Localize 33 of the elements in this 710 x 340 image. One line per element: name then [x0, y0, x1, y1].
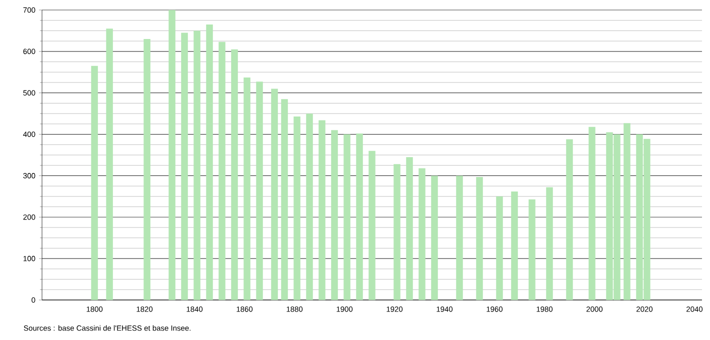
bar: [368, 150, 376, 300]
bar: [218, 42, 226, 300]
bar: [528, 199, 536, 300]
bar: [588, 126, 596, 300]
bar: [281, 99, 288, 300]
bar: [496, 196, 503, 300]
bar: [194, 30, 200, 300]
bar: [168, 10, 176, 300]
bar: [271, 88, 278, 300]
bar: [476, 176, 483, 300]
bar: [231, 49, 238, 300]
bar: [294, 116, 300, 300]
bar: [331, 130, 338, 300]
bar: [356, 133, 363, 300]
bar: [344, 134, 350, 300]
bar: [418, 168, 426, 300]
bar: [624, 123, 630, 300]
bar: [144, 39, 150, 300]
bar: [318, 120, 326, 300]
bar: [456, 176, 463, 300]
bar: [406, 157, 413, 300]
bar: [106, 28, 113, 300]
bar: [206, 24, 213, 300]
bar: [181, 32, 188, 300]
bar: [306, 114, 313, 300]
bar: [431, 176, 438, 300]
bar: [394, 164, 400, 300]
bar: [256, 82, 263, 300]
bar: [566, 139, 573, 300]
bar: [511, 191, 518, 300]
bar: [244, 78, 250, 300]
bar: [546, 187, 553, 300]
bar: [91, 66, 98, 300]
